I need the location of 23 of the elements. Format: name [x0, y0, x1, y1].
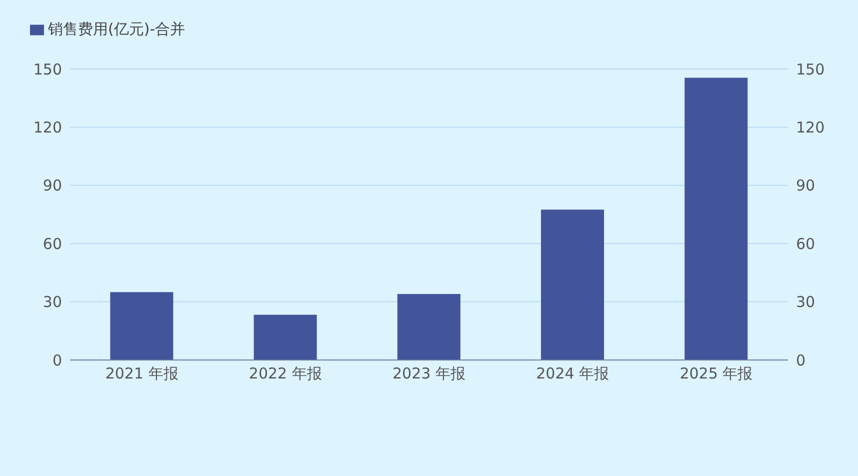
y2-tick-label: 0	[796, 351, 806, 370]
bar	[541, 210, 604, 360]
y2-tick-label: 90	[796, 176, 816, 195]
y-tick-label: 30	[42, 293, 62, 312]
x-tick-label: 2023 年报	[392, 364, 466, 383]
bar	[397, 294, 460, 360]
bar	[684, 78, 748, 360]
y-tick-label: 150	[33, 60, 62, 78]
y-tick-label: 120	[33, 118, 62, 137]
y-tick-label: 60	[42, 234, 62, 253]
y-tick-label: 90	[42, 176, 62, 195]
y-tick-label: 0	[52, 351, 62, 370]
y2-tick-label: 120	[796, 118, 825, 137]
y2-tick-label: 150	[796, 60, 825, 78]
x-tick-label: 2024 年报	[536, 364, 610, 383]
y2-tick-label: 60	[796, 234, 816, 253]
y2-tick-label: 30	[796, 293, 816, 312]
x-tick-label: 2021 年报	[105, 364, 178, 383]
x-tick-label: 2025 年报	[680, 364, 753, 383]
x-tick-label: 2022 年报	[248, 364, 322, 383]
bar	[110, 292, 174, 360]
bar	[254, 314, 317, 360]
legend-label: 销售费用(亿元)-合并	[48, 20, 186, 38]
